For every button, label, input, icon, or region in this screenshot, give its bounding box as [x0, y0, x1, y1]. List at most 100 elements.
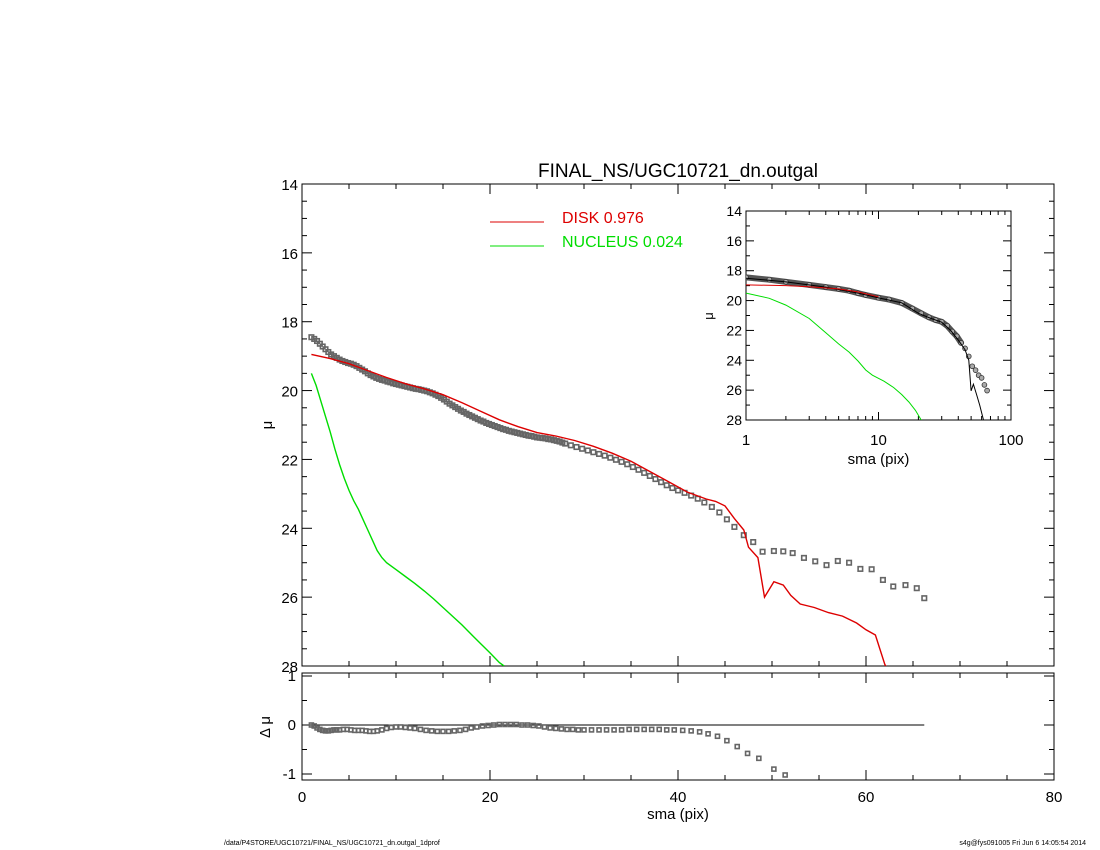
- inset-y-tick-label: 22: [726, 322, 742, 338]
- main-data-point: [857, 565, 864, 572]
- inset-x-axis-label: sma (pix): [848, 451, 910, 468]
- y-tick-label: 18: [281, 315, 298, 332]
- y-tick-label: 26: [281, 590, 298, 607]
- main-data-point: [618, 458, 625, 465]
- main-data-point: [646, 472, 653, 480]
- main-data-point: [708, 503, 715, 510]
- inset-disk-line: [746, 284, 879, 298]
- inset-total-model-line: [746, 277, 984, 420]
- residual-data-point: [569, 726, 576, 733]
- residual-data-point: [383, 725, 390, 732]
- residual-data-point: [451, 728, 458, 734]
- main-data-point: [800, 554, 808, 561]
- y-tick-label: 14: [281, 177, 298, 194]
- residual-data-point: [705, 731, 711, 737]
- residual-data-point: [541, 724, 548, 730]
- residual-data-point: [434, 728, 441, 735]
- residual-data-point: [626, 726, 632, 733]
- inset-data-point: [746, 274, 749, 281]
- main-data-point: [902, 582, 909, 589]
- inset-y-tick-label: 26: [726, 382, 742, 398]
- residual-data-point: [744, 750, 751, 757]
- main-data-point: [716, 509, 723, 516]
- residual-data-point: [317, 726, 323, 733]
- main-data-point: [890, 583, 897, 590]
- y-tick-label: 20: [281, 384, 298, 401]
- main-data-point: [663, 482, 670, 489]
- residual-data-point: [322, 728, 329, 734]
- y-tick-label: 24: [281, 521, 298, 538]
- residual-data-point: [411, 725, 418, 732]
- residual-data-point: [596, 727, 602, 733]
- residual-data-point: [388, 724, 395, 731]
- inset-x-tick-label: 100: [998, 432, 1023, 449]
- residual-data-point: [588, 727, 595, 733]
- inset-data-point: [984, 387, 990, 394]
- main-data-point: [629, 463, 636, 471]
- residual-data-point: [558, 726, 565, 732]
- residual-data-point: [536, 723, 542, 729]
- residual-data-point: [474, 724, 480, 730]
- inset-background: [746, 211, 1011, 420]
- main-data-point: [641, 469, 648, 476]
- residual-y-axis-label: Δ μ: [257, 716, 274, 738]
- main-data-point: [584, 447, 591, 454]
- main-data-point: [731, 523, 738, 530]
- residual-data-point: [445, 728, 452, 735]
- footer-user-timestamp: s4g@fys091005 Fri Jun 6 14:05:54 2014: [959, 840, 1086, 847]
- residual-data-point: [407, 725, 413, 731]
- inset-x-tick-label: 10: [870, 432, 887, 449]
- main-data-point: [658, 479, 665, 486]
- residual-data-point: [724, 737, 730, 744]
- y-tick-label: 28: [281, 659, 298, 676]
- residual-data-point: [331, 727, 337, 733]
- chart-title: FINAL_NS/UGC10721_dn.outgal: [538, 161, 818, 182]
- x-axis-label: sma (pix): [647, 806, 709, 823]
- main-data-point: [913, 585, 920, 592]
- legend-label: NUCLEUS 0.024: [562, 234, 683, 251]
- main-data-point: [846, 559, 853, 566]
- main-data-point: [579, 445, 586, 452]
- main-data-point: [812, 558, 819, 565]
- residual-data-point: [319, 727, 326, 734]
- residual-data-point: [782, 772, 788, 778]
- residual-data-point: [524, 722, 531, 728]
- inset-y-tick-label: 20: [726, 293, 742, 309]
- inset-data-point: [972, 367, 979, 373]
- x-tick-label: 80: [1046, 789, 1063, 806]
- residual-data-point: [648, 726, 655, 733]
- residual-data-point: [575, 727, 582, 733]
- residual-data-point: [333, 727, 340, 733]
- main-data-point: [723, 516, 730, 523]
- residual-data-point: [423, 727, 429, 734]
- residual-data-point: [379, 727, 385, 733]
- residual-data-point: [564, 726, 570, 733]
- residual-data-point: [328, 727, 334, 734]
- residual-data-point: [462, 726, 469, 733]
- y-tick-label: -1: [283, 766, 296, 783]
- nucleus-component-line: [310, 373, 505, 666]
- residual-data-point: [663, 727, 670, 733]
- residual-data-point: [618, 727, 625, 733]
- main-data-point: [879, 576, 886, 583]
- residual-data-point: [513, 721, 520, 728]
- residual-data-point: [457, 727, 463, 734]
- residual-data-point: [374, 728, 381, 734]
- disk-component-line: [311, 353, 887, 666]
- main-data-point: [823, 562, 830, 569]
- main-data-point: [567, 442, 574, 449]
- main-data-point: [789, 550, 796, 557]
- legend-label: DISK 0.976: [562, 210, 644, 227]
- main-data-point: [652, 476, 659, 483]
- main-data-point: [669, 484, 676, 492]
- main-data-point: [740, 532, 747, 539]
- main-data-point: [834, 557, 841, 565]
- main-plot-area: [308, 334, 928, 666]
- residual-data-point: [679, 727, 686, 734]
- main-data-point: [780, 548, 787, 555]
- residual-plot-area: [308, 721, 788, 778]
- inset-data-point: [944, 323, 951, 329]
- residual-data-point: [656, 726, 663, 733]
- x-tick-label: 60: [858, 789, 875, 806]
